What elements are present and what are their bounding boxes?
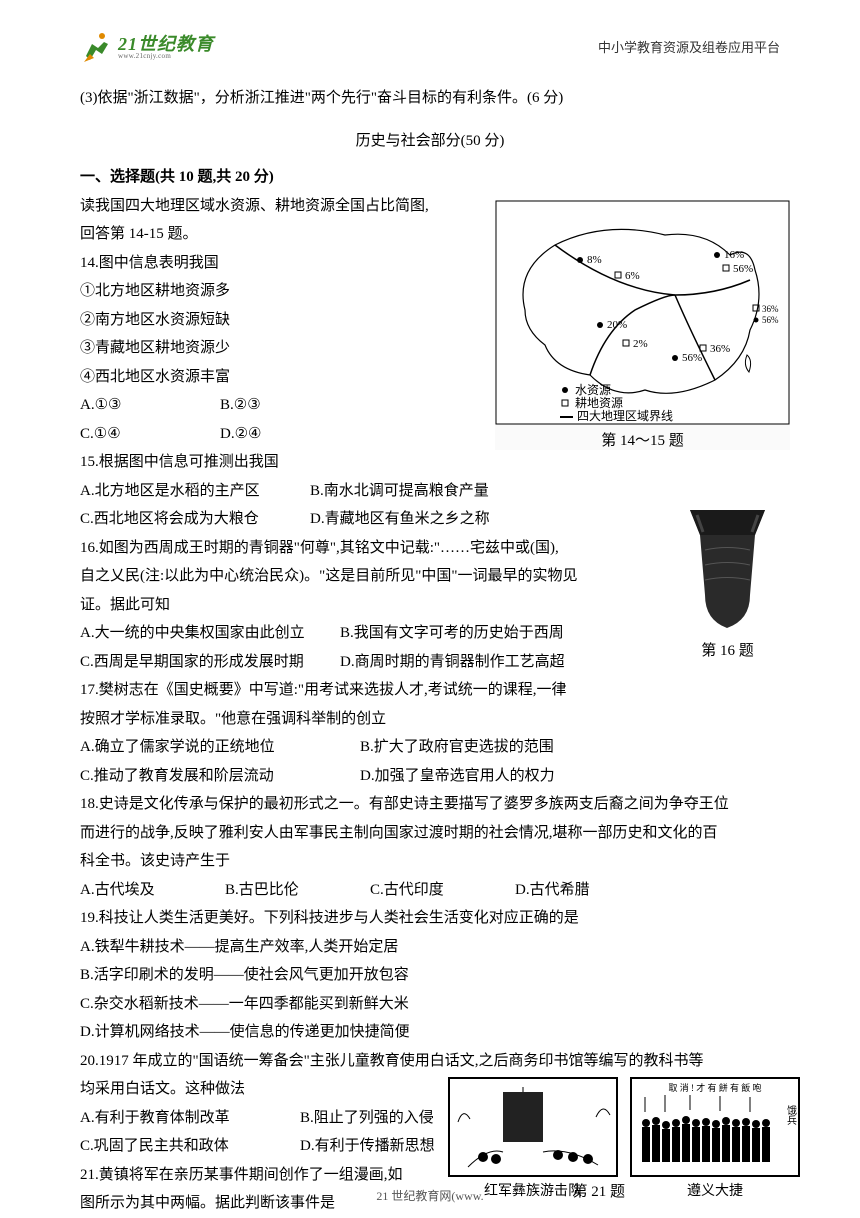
map-legend-36: 36% xyxy=(762,304,779,314)
logo: 21世纪教育 www.21cnjy.com xyxy=(80,30,214,64)
map-label-8: 8% xyxy=(587,254,602,266)
header-subtitle: 中小学教育资源及组卷应用平台 xyxy=(598,36,780,61)
q16-option-a: A.大一统的中央集权国家由此创立 xyxy=(80,619,340,648)
q20-option-d: D.有利于传播新思想 xyxy=(300,1132,435,1161)
q14-option-d: D.②④ xyxy=(220,420,360,449)
q15-option-d: D.青藏地区有鱼米之乡之称 xyxy=(310,505,490,534)
q16-option-b: B.我国有文字可考的历史始于西周 xyxy=(340,619,564,648)
logo-url: www.21cnjy.com xyxy=(118,53,214,60)
q17-option-c: C.推动了教育发展和阶层流动 xyxy=(80,762,360,791)
q18-option-b: B.古巴比伦 xyxy=(225,876,370,905)
q18-l3: 科全书。该史诗产生于 xyxy=(80,847,780,876)
q14-option-c: C.①④ xyxy=(80,420,220,449)
vessel-caption: 第 16 题 xyxy=(670,637,785,666)
q19-option-a: A.铁犁牛耕技术——提高生产效率,人类开始定居 xyxy=(80,933,780,962)
q14-stem: 14.图中信息表明我国 xyxy=(80,249,470,278)
map-label-16: 16% xyxy=(724,249,744,261)
q15-option-a: A.北方地区是水稻的主产区 xyxy=(80,477,310,506)
q14-option-b: B.②③ xyxy=(220,391,360,420)
q16-option-d: D.商周时期的青铜器制作工艺高超 xyxy=(340,648,565,677)
q17-option-a: A.确立了儒家学说的正统地位 xyxy=(80,733,360,762)
q19-stem: 19.科技让人类生活更美好。下列科技进步与人类社会生活变化对应正确的是 xyxy=(80,904,780,933)
map-label-56: 56% xyxy=(733,263,753,275)
q16-l2: 自之乂民(注:以此为中心统治民众)。"这是目前所见"中国"一词最早的实物见 xyxy=(80,562,640,591)
svg-text:饿兵: 饿兵 xyxy=(785,1105,797,1126)
q16-l1: 16.如图为西周成王时期的青铜器"何尊",其铭文中记载:"……宅兹中或(国), xyxy=(80,534,640,563)
q14-choice-1: ①北方地区耕地资源多 xyxy=(80,277,470,306)
section-title: 历史与社会部分(50 分) xyxy=(80,127,780,156)
map-label-20: 20% xyxy=(607,319,627,331)
q20-option-a: A.有利于教育体制改革 xyxy=(80,1104,300,1133)
legend-water: 水资源 xyxy=(575,383,611,397)
map-label-2: 2% xyxy=(633,338,648,350)
map-label-36: 36% xyxy=(710,343,730,355)
vessel-figure: 第 16 题 xyxy=(670,500,785,666)
q15-option-b: B.南水北调可提高粮食产量 xyxy=(310,477,489,506)
map-figure: 8% 6% 20% 2% 16% 56% 36% 56% 36% 56% 水资源… xyxy=(495,200,790,450)
q19-option-b: B.活字印刷术的发明——使社会风气更加开放包容 xyxy=(80,961,780,990)
map-legend-56: 56% xyxy=(762,315,779,325)
legend-land: 耕地资源 xyxy=(575,395,623,410)
q18-option-d: D.古代希腊 xyxy=(515,876,660,905)
map-caption: 第 14～15 题 xyxy=(495,427,790,456)
q16-option-c: C.西周是早期国家的形成发展时期 xyxy=(80,648,340,677)
q19-option-d: D.计算机网络技术——使信息的传递更加快捷简便 xyxy=(80,1018,780,1047)
page-header: 21世纪教育 www.21cnjy.com 中小学教育资源及组卷应用平台 xyxy=(80,30,780,64)
page-footer: 21 世纪教育网(www. xyxy=(376,1185,483,1208)
runner-icon xyxy=(80,30,114,64)
q17-option-b: B.扩大了政府官吏选拔的范围 xyxy=(360,733,554,762)
cartoon-mid-caption: 第 21 题 xyxy=(572,1178,625,1207)
q18-l1: 18.史诗是文化传承与保护的最初形式之一。有部史诗主要描写了婆罗多族两支后裔之间… xyxy=(80,790,780,819)
intro-line-2: 回答第 14-15 题。 xyxy=(80,220,470,249)
q16-l3: 证。据此可知 xyxy=(80,591,640,620)
question-3: (3)依据"浙江数据"，分析浙江推进"两个先行"奋斗目标的有利条件。(6 分) xyxy=(80,84,780,113)
cartoon-right-caption: 遵义大捷 xyxy=(630,1179,800,1206)
legend-border: 四大地理区域界线 xyxy=(577,409,673,423)
q14-choice-2: ②南方地区水资源短缺 xyxy=(80,306,470,335)
q19-option-c: C.杂交水稻新技术——一年四季都能买到新鲜大米 xyxy=(80,990,780,1019)
q18-option-c: C.古代印度 xyxy=(370,876,515,905)
map-label-56b: 56% xyxy=(682,352,702,364)
q15-option-c: C.西北地区将会成为大粮仓 xyxy=(80,505,310,534)
q20-l1: 20.1917 年成立的"国语统一筹备会"主张儿童教育使用白话文,之后商务印书馆… xyxy=(80,1047,780,1076)
q14-option-a: A.①③ xyxy=(80,391,220,420)
cartoon-right-header: 取 消 ! 才 有 餅 有 飯 咆 xyxy=(669,1082,762,1093)
q17-l1: 17.樊树志在《国史概要》中写道:"用考试来选拔人才,考试统一的课程,一律 xyxy=(80,676,640,705)
logo-main-text: 21世纪教育 xyxy=(118,35,214,53)
q18-option-a: A.古代埃及 xyxy=(80,876,225,905)
q14-choice-4: ④西北地区水资源丰富 xyxy=(80,363,470,392)
map-label-6: 6% xyxy=(625,270,640,282)
q20-option-b: B.阻止了列强的入侵 xyxy=(300,1104,434,1133)
q18-l2: 而进行的战争,反映了雅利安人由军事民主制向国家过渡时期的社会情况,堪称一部历史和… xyxy=(80,819,780,848)
subsection-title: 一、选择题(共 10 题,共 20 分) xyxy=(80,163,780,192)
intro-line-1: 读我国四大地理区域水资源、耕地资源全国占比简图, xyxy=(80,192,470,221)
q17-option-d: D.加强了皇帝选官用人的权力 xyxy=(360,762,555,791)
cartoon-right: 取 消 ! 才 有 餅 有 飯 咆 饿兵 遵义大捷 xyxy=(630,1077,800,1206)
q20-option-c: C.巩固了民主共和政体 xyxy=(80,1132,300,1161)
q17-l2: 按照才学标准录取。"他意在强调科举制的创立 xyxy=(80,705,780,734)
q14-choice-3: ③青藏地区耕地资源少 xyxy=(80,334,470,363)
